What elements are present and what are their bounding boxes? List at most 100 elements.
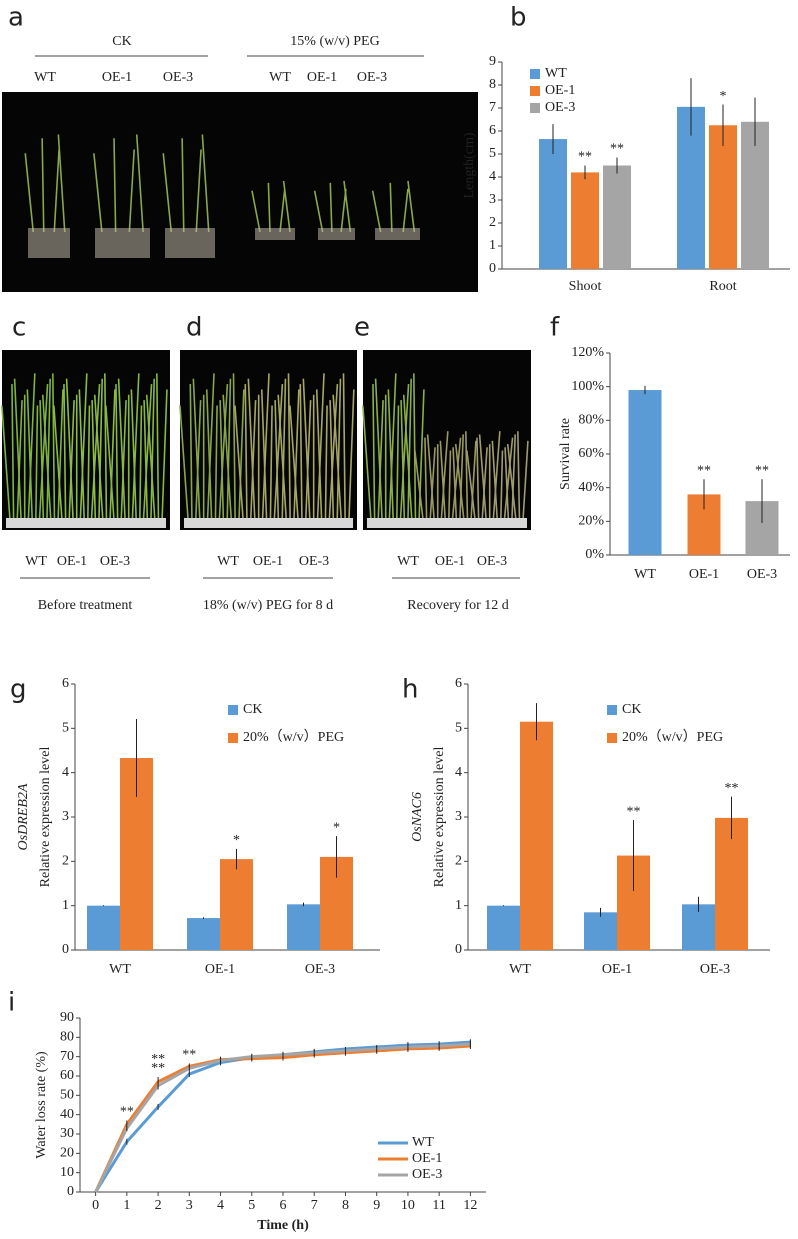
plant-leaf xyxy=(287,373,291,519)
plant-leaf xyxy=(343,180,352,233)
plant-leaf xyxy=(79,373,88,519)
y-tick-label: 0 xyxy=(67,1184,74,1199)
plant-leaf xyxy=(439,440,446,519)
x-tick-label: 1 xyxy=(123,1198,130,1213)
tray xyxy=(367,518,527,528)
y-tick-label: 2 xyxy=(489,215,496,230)
plant-leaf xyxy=(234,405,244,519)
plant-leaf xyxy=(139,405,143,519)
plant-leaf xyxy=(26,389,33,519)
panel-letter: h xyxy=(402,675,418,705)
plant-leaf xyxy=(57,389,64,519)
roots xyxy=(28,228,70,258)
plant-leaf xyxy=(396,405,400,519)
line-label: WT xyxy=(269,70,291,85)
y-tick-label: 90 xyxy=(60,1010,74,1025)
significance: ** xyxy=(725,781,739,796)
plant-leaf xyxy=(342,373,346,519)
x-tick-label: OE-3 xyxy=(700,962,730,977)
x-tick-label: WT xyxy=(634,567,656,582)
plant-leaf xyxy=(65,378,74,519)
caption: Before treatment xyxy=(38,598,133,613)
y-tick-label: 1 xyxy=(489,238,496,253)
plant-leaf xyxy=(115,384,119,519)
panel-letter: a xyxy=(8,3,24,33)
plant-leaf xyxy=(130,389,137,519)
plant-leaf xyxy=(35,405,39,519)
legend-label: OE-3 xyxy=(545,100,575,115)
plant-leaf xyxy=(429,447,436,519)
y-tick-label: 1 xyxy=(455,898,462,913)
y-tick-label: 10 xyxy=(60,1165,74,1180)
plant-leaf xyxy=(332,394,342,519)
x-tick-label: 5 xyxy=(248,1198,255,1213)
legend-label: 20%（w/v）PEG xyxy=(243,729,344,745)
plant-leaf xyxy=(281,378,287,519)
y-tick-label: 9 xyxy=(489,54,496,69)
y-tick-label: 2 xyxy=(455,854,462,869)
plant-leaf xyxy=(274,400,280,519)
x-tick-label: OE-3 xyxy=(747,567,777,582)
line-label: OE-3 xyxy=(299,554,329,569)
plant-leaf xyxy=(104,373,108,519)
y-tick-label: 60% xyxy=(578,446,604,461)
plant-leaf xyxy=(192,378,201,519)
plant-leaf xyxy=(109,389,116,519)
bar xyxy=(709,125,737,269)
plant-leaf xyxy=(478,434,487,519)
plant-leaf xyxy=(13,378,22,519)
plant-leaf xyxy=(260,389,268,519)
significance: ** xyxy=(610,142,624,157)
y-tick-label: 6 xyxy=(455,676,462,691)
bar xyxy=(682,904,715,950)
plant-leaf xyxy=(135,134,144,233)
legend-label: OE-3 xyxy=(412,1167,442,1182)
significance: ** xyxy=(151,1061,165,1076)
plant-leaf xyxy=(491,440,498,519)
plant-leaf xyxy=(302,378,311,519)
photo xyxy=(2,92,478,292)
x-tick-label: 10 xyxy=(401,1198,415,1213)
plant-leaf xyxy=(503,437,514,519)
x-tick-label: 2 xyxy=(155,1198,162,1213)
panel-letter: f xyxy=(550,313,560,343)
significance: * xyxy=(720,89,727,104)
line-label: WT xyxy=(34,70,56,85)
y-tick-label: 50 xyxy=(60,1088,74,1103)
bar xyxy=(187,918,220,950)
plant-leaf xyxy=(113,138,117,233)
x-tick-label: 3 xyxy=(186,1198,193,1213)
y-axis-label: Relative expression level xyxy=(432,747,447,888)
plant-leaf xyxy=(247,378,256,519)
plant-leaf xyxy=(201,134,210,233)
plant-leaf xyxy=(476,437,480,519)
plant-leaf xyxy=(238,389,245,519)
y-tick-label: 8 xyxy=(489,77,496,92)
significance: ** xyxy=(182,1048,196,1063)
plant-leaf xyxy=(293,389,300,519)
x-tick-label: 7 xyxy=(311,1198,318,1213)
x-tick-label: OE-1 xyxy=(689,567,719,582)
plant-leaf xyxy=(305,400,312,519)
line-label: WT xyxy=(397,554,419,569)
roots xyxy=(95,228,150,258)
plant-leaf xyxy=(78,389,85,519)
plant-leaf xyxy=(53,149,60,233)
plant-leaf xyxy=(162,153,173,233)
bar xyxy=(487,905,520,950)
plant-leaf xyxy=(244,384,248,519)
plant-leaf xyxy=(362,405,372,519)
y-tick-label: 5 xyxy=(489,146,496,161)
y-tick-label: 4 xyxy=(455,765,462,780)
y-tick-label: 80% xyxy=(578,413,604,428)
plant-leaf xyxy=(413,373,417,519)
y-tick-label: 5 xyxy=(62,721,69,736)
caption: Recovery for 12 d xyxy=(407,598,508,613)
plant-leaf xyxy=(219,400,225,519)
plant-leaf xyxy=(388,373,397,519)
plant-leaf xyxy=(143,400,149,519)
bar xyxy=(539,139,567,269)
legend-swatch xyxy=(530,103,540,113)
x-tick-label: 6 xyxy=(280,1198,287,1213)
